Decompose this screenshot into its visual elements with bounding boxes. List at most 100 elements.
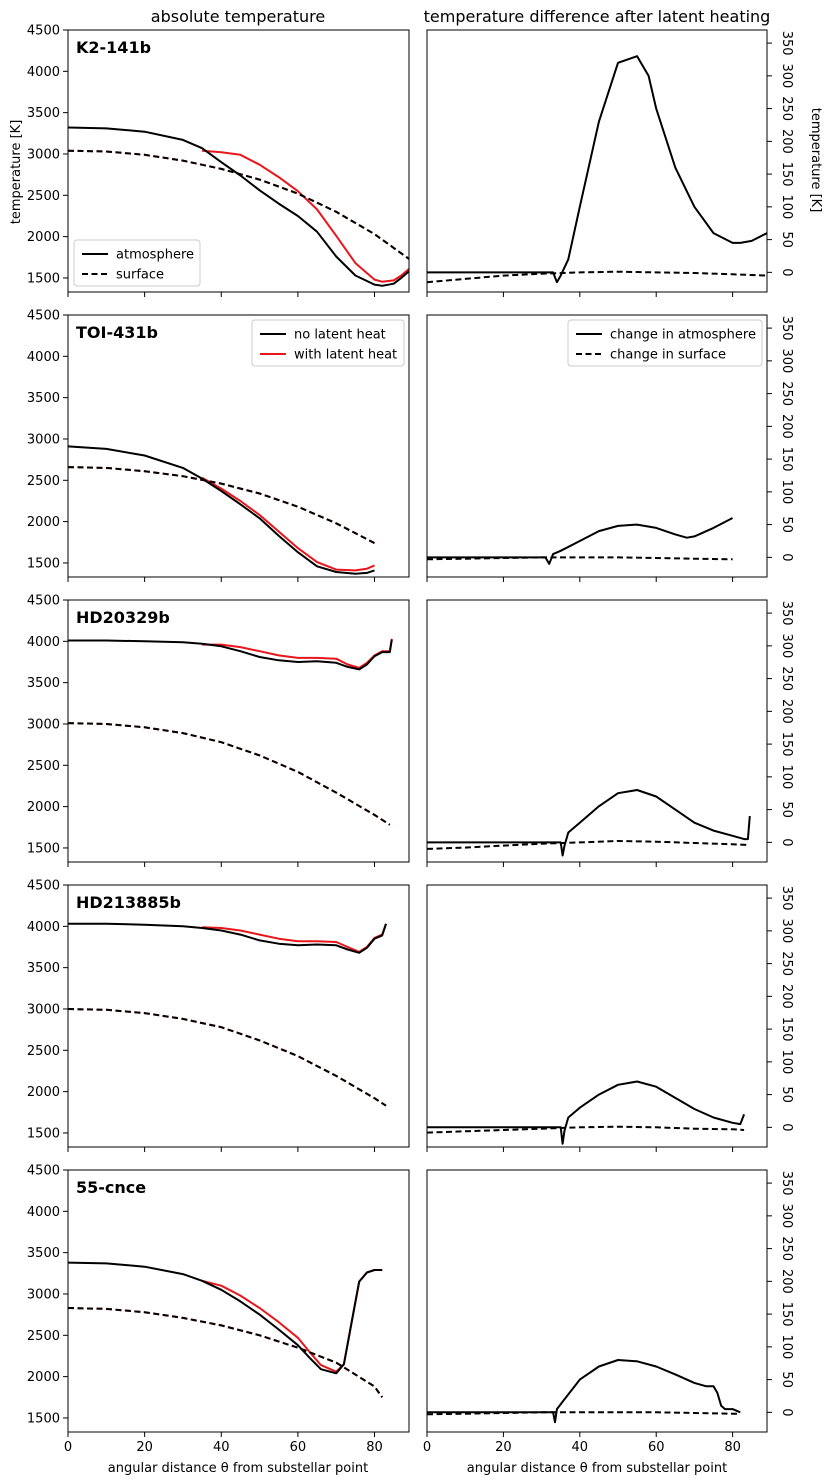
series-surface-no-latent [68,466,375,544]
series-atmosphere-with-latent [201,1269,383,1373]
series-atmosphere-no-latent [68,126,409,287]
panel-frame [426,314,768,578]
y-tick-label: 4000 [27,920,60,935]
y-tick-label: 2500 [27,759,60,774]
y-tick-label: 250 [779,666,794,691]
x-tick-label: 20 [136,1440,153,1455]
x-tick-label: 80 [366,1440,383,1455]
x-tick-label: 20 [495,1440,512,1455]
y-tick-label: 3500 [27,391,60,406]
panel-frame [67,29,410,293]
y-tick-label: 0 [779,1408,794,1416]
y-tick-label: 2500 [27,1329,60,1344]
y-tick-label: 50 [779,231,794,248]
y-tick-label: 350 [779,601,794,626]
series-change-atmosphere [427,55,767,284]
y-tick-label: 3000 [27,147,60,162]
series-change-atmosphere [427,1359,741,1424]
panel-frame [426,1169,768,1433]
series-group [68,445,375,575]
y-tick-label: 250 [779,951,794,976]
planet-label: 55-cnce [76,1178,146,1197]
series-surface-with-latent [68,1008,387,1107]
difference-panel-3: 0 50 100 150 200 250 300 350 [426,884,794,1152]
series-surface-with-latent [68,1307,384,1398]
left-column-title: absolute temperature [151,7,325,26]
left-x-axis-label: angular distance θ from substellar point [108,1461,368,1476]
series-surface-with-latent [68,466,375,544]
series-group [427,789,751,857]
y-tick-label: 4000 [27,635,60,650]
y-tick-label: 350 [779,316,794,341]
planet-label: TOI-431b [76,323,158,342]
y-tick-label: 300 [779,1203,794,1228]
panel-frame [67,1169,410,1433]
planet-label: HD213885b [76,893,181,912]
y-tick-label: 2000 [27,800,60,815]
y-tick-label: 300 [779,633,794,658]
x-tick-label: 0 [64,1440,72,1455]
y-tick-label: 3000 [27,1287,60,1302]
series-atmosphere-no-latent [68,445,375,575]
series-group [427,1359,741,1424]
y-tick-label: 4500 [27,24,60,39]
y-tick-label: 0 [779,268,794,276]
y-tick-label: 200 [779,129,794,154]
y-tick-label: 300 [779,348,794,373]
legend-heat-box [251,319,405,367]
y-tick-label: 0 [779,553,794,561]
x-tick-label: 60 [648,1440,665,1455]
absolute-panel-1: 1500 2000 2500 3000 3500 4000 4500 TOI-431b [27,309,410,582]
series-change-surface [427,270,767,284]
panel-frame [67,314,410,578]
right-column-title: temperature difference after latent heat… [424,7,771,26]
y-tick-label: 2000 [27,515,60,530]
series-atmosphere-with-latent [202,638,393,669]
x-tick-label: 0 [423,1440,431,1455]
series-surface-no-latent [68,1008,387,1107]
y-tick-label: 150 [779,1017,794,1042]
y-tick-label: 0 [779,1123,794,1131]
right-x-axis-label: angular distance θ from substellar point [467,1461,727,1476]
series-surface-no-latent [68,722,391,826]
y-tick-label: 350 [779,886,794,911]
y-tick-label: 150 [779,1302,794,1327]
y-tick-label: 150 [779,732,794,757]
series-group [68,126,409,287]
panel-frame [426,884,768,1148]
legend-type-label: atmosphere [116,248,194,263]
y-tick-label: 2500 [27,1044,60,1059]
x-tick-label: 40 [213,1440,230,1455]
y-tick-label: 100 [779,764,794,789]
y-tick-label: 50 [779,1371,794,1388]
y-tick-label: 200 [779,1269,794,1294]
panel-frame [67,884,410,1148]
y-tick-label: 200 [779,984,794,1009]
series-group [427,55,767,284]
y-tick-label: 100 [779,479,794,504]
y-tick-label: 3500 [27,961,60,976]
series-surface-with-latent [68,722,391,826]
series-change-atmosphere [427,789,751,857]
absolute-panel-4: 0 20 40 60 80 1500 2000 2500 3000 3500 4000 4500 55-… [27,1164,410,1455]
series-atmosphere-with-latent [202,149,409,283]
series-surface-no-latent [68,1307,384,1398]
y-tick-label: 250 [779,1236,794,1261]
y-tick-label: 350 [779,1171,794,1196]
legend-change-label: change in atmosphere [610,328,756,343]
y-tick-label: 150 [779,162,794,187]
y-tick-label: 3500 [27,676,60,691]
y-tick-label: 50 [779,516,794,533]
series-change-atmosphere [427,517,734,565]
series-change-surface [427,1125,745,1134]
x-tick-label: 80 [724,1440,741,1455]
difference-panel-2: 0 50 100 150 200 250 300 350 [426,599,794,867]
series-atmosphere-with-latent [202,923,387,953]
series-group [68,638,393,826]
legend-change: change in atmosphere change in surface [567,319,763,367]
y-tick-label: 3500 [27,106,60,121]
absolute-panel-3: 1500 2000 2500 3000 3500 4000 4500 HD213885b [27,879,410,1152]
series-change-surface [427,556,733,561]
difference-panel-4: 0 20 40 60 80 0 50 100 150 200 250 300 350 [423,1169,794,1455]
